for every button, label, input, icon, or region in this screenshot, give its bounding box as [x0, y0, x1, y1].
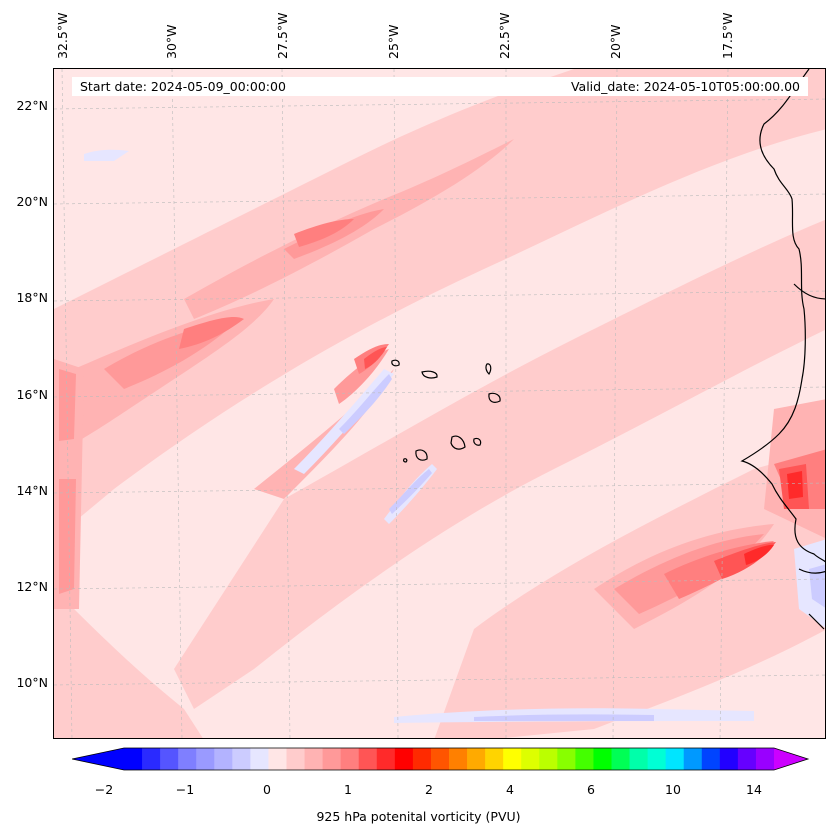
colorbar-segment — [521, 748, 540, 770]
colorbar-tick-1: 1 — [344, 782, 352, 797]
lon-label-30w: 30°W — [164, 24, 179, 59]
colorbar-tick-neg2: −2 — [94, 782, 114, 797]
colorbar-segment — [376, 748, 396, 770]
coastline-africa — [740, 69, 825, 630]
colorbar — [72, 747, 810, 771]
colorbar-segment — [701, 748, 721, 770]
colorbar-segment — [268, 748, 287, 770]
colorbar-segment — [503, 748, 522, 770]
colorbar-segment — [683, 748, 703, 770]
lat-label-10n: 10°N — [16, 675, 48, 690]
colorbar-segment — [575, 748, 594, 770]
colorbar-segment — [340, 748, 360, 770]
colorbar-segment — [539, 748, 558, 770]
colorbar-segment — [196, 748, 215, 770]
colorbar-segment — [394, 748, 414, 770]
pv-core-peak — [744, 471, 803, 565]
map-title-strip: Start date: 2024-05-09_00:00:00 Valid_da… — [72, 77, 808, 96]
colorbar-segment — [412, 748, 432, 770]
lat-label-16n: 16°N — [16, 387, 48, 402]
lon-label-25w: 25°W — [386, 24, 401, 59]
colorbar-segment — [286, 748, 306, 770]
colorbar-segment — [430, 748, 450, 770]
lon-label-27-5w: 27.5°W — [275, 12, 290, 59]
lon-label-17-5w: 17.5°W — [720, 12, 735, 59]
colorbar-segment — [755, 748, 775, 770]
map-panel[interactable]: Start date: 2024-05-09_00:00:00 Valid_da… — [53, 68, 826, 739]
lat-label-14n: 14°N — [16, 483, 48, 498]
colorbar-segment — [358, 748, 378, 770]
pv-field-map — [54, 69, 825, 738]
coastline-cape-verde — [391, 359, 501, 463]
start-date-label: Start date: 2024-05-09_00:00:00 — [80, 79, 286, 94]
valid-date-label: Valid_date: 2024-05-10T05:00:00.00 — [570, 79, 800, 94]
colorbar-segment — [250, 748, 269, 770]
lat-label-22n: 22°N — [16, 98, 48, 113]
colorbar-tick-6: 6 — [587, 782, 595, 797]
graticule — [54, 69, 825, 738]
colorbar-segment — [467, 748, 486, 770]
colorbar-under-arrow — [72, 748, 124, 770]
colorbar-tick-4: 4 — [506, 782, 514, 797]
colorbar-segment — [611, 748, 631, 770]
lat-label-12n: 12°N — [16, 579, 48, 594]
colorbar-outline — [72, 747, 810, 771]
colorbar-segment — [665, 748, 685, 770]
colorbar-segment — [124, 748, 143, 770]
lat-label-20n: 20°N — [16, 194, 48, 209]
colorbar-segment — [232, 748, 251, 770]
lon-label-20w: 20°W — [608, 24, 623, 59]
colorbar-segment — [160, 748, 179, 770]
colorbar-label: 925 hPa potenital vorticity (PVU) — [316, 809, 521, 824]
colorbar-over-arrow — [774, 748, 808, 770]
colorbar-segment — [719, 748, 739, 770]
colorbar-segment — [485, 748, 504, 770]
colorbar-segment — [647, 748, 667, 770]
colorbar-segment — [557, 748, 576, 770]
colorbar-segment — [304, 748, 324, 770]
lon-label-22-5w: 22.5°W — [497, 12, 512, 59]
colorbar-segment — [178, 748, 197, 770]
colorbar-segment — [142, 748, 161, 770]
colorbar-tick-2: 2 — [425, 782, 433, 797]
lat-label-18n: 18°N — [16, 290, 48, 305]
lon-label-32-5w: 32.5°W — [55, 12, 70, 59]
colorbar-segment — [629, 748, 649, 770]
colorbar-tick-10: 10 — [665, 782, 681, 797]
colorbar-tick-14: 14 — [746, 782, 762, 797]
colorbar-segment — [593, 748, 612, 770]
colorbar-tick-neg1: −1 — [175, 782, 195, 797]
colorbar-tick-0: 0 — [263, 782, 271, 797]
colorbar-segment — [449, 748, 468, 770]
colorbar-segment — [737, 748, 757, 770]
pv-negative-blue — [339, 374, 825, 721]
colorbar-segment — [322, 748, 342, 770]
colorbar-segment — [214, 748, 233, 770]
